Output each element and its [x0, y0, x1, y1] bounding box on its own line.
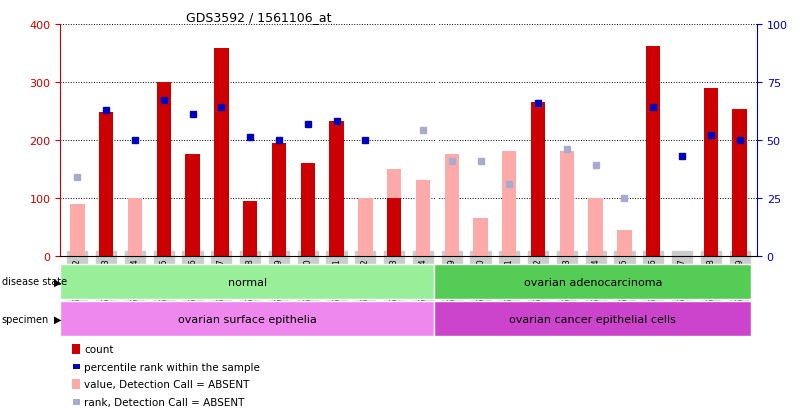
- Bar: [127, 198, 142, 256]
- Text: disease state: disease state: [2, 277, 66, 287]
- Bar: [703, 88, 718, 256]
- Bar: [732, 110, 747, 256]
- Text: count: count: [84, 344, 114, 354]
- Bar: [560, 152, 574, 256]
- Bar: [272, 143, 286, 256]
- Bar: [329, 122, 344, 256]
- Bar: [502, 152, 517, 256]
- Text: specimen: specimen: [2, 314, 49, 324]
- Bar: [387, 169, 401, 256]
- Bar: [589, 198, 603, 256]
- Bar: [618, 230, 632, 256]
- Text: ▶: ▶: [54, 277, 62, 287]
- Text: ovarian adenocarcinoma: ovarian adenocarcinoma: [524, 277, 662, 287]
- Text: ovarian surface epithelia: ovarian surface epithelia: [178, 314, 316, 324]
- Text: value, Detection Call = ABSENT: value, Detection Call = ABSENT: [84, 380, 249, 389]
- Text: percentile rank within the sample: percentile rank within the sample: [84, 362, 260, 372]
- Bar: [70, 204, 85, 256]
- Bar: [99, 113, 114, 256]
- Bar: [646, 47, 661, 256]
- Bar: [300, 164, 315, 256]
- Bar: [531, 103, 545, 256]
- Bar: [434, 301, 751, 337]
- Bar: [358, 198, 372, 256]
- Bar: [416, 181, 430, 256]
- Text: rank, Detection Call = ABSENT: rank, Detection Call = ABSENT: [84, 397, 244, 407]
- Bar: [473, 218, 488, 256]
- Bar: [185, 155, 199, 256]
- Bar: [445, 155, 459, 256]
- Text: GDS3592 / 1561106_at: GDS3592 / 1561106_at: [186, 11, 331, 24]
- Bar: [60, 301, 434, 337]
- Text: ▶: ▶: [54, 314, 62, 324]
- Bar: [60, 264, 434, 299]
- Bar: [214, 49, 228, 256]
- Bar: [156, 83, 171, 256]
- Bar: [387, 198, 401, 256]
- Text: ovarian cancer epithelial cells: ovarian cancer epithelial cells: [509, 314, 676, 324]
- Text: normal: normal: [227, 277, 267, 287]
- Bar: [243, 201, 257, 256]
- Bar: [434, 264, 751, 299]
